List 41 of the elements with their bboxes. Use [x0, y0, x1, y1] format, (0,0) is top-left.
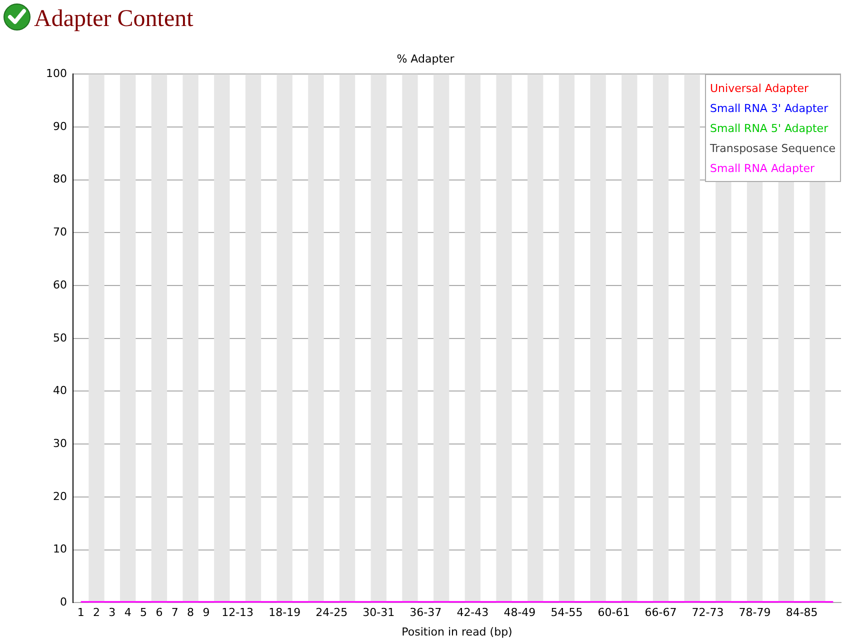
legend-label: Transposase Sequence — [710, 141, 836, 158]
legend-label: Small RNA 3' Adapter — [710, 101, 830, 118]
x-tick-label: 7 — [171, 606, 178, 620]
x-tick-label: 1 — [77, 606, 84, 620]
chart-title: Adapter Content — [34, 6, 194, 33]
y-tick-label: 80 — [53, 172, 67, 186]
x-tick-label: 30-31 — [362, 606, 395, 620]
text: Small RNA Adapter — [710, 161, 816, 178]
x-tick-label: 54-55 — [550, 606, 583, 620]
y-tick-label: 50 — [53, 331, 67, 344]
legend-label: Universal Adapter — [710, 81, 810, 98]
x-tick-label: 9 — [202, 606, 210, 620]
x-tick-label: 6 — [156, 606, 163, 620]
y-tick-label: 90 — [53, 120, 67, 133]
x-tick-label: 42-43 — [456, 606, 489, 620]
x-tick-label: 48-49 — [504, 606, 536, 620]
x-tick-label: 66-67 — [644, 606, 677, 620]
x-tick-label: 5 — [140, 606, 148, 620]
x-tick-label: 78-79 — [738, 606, 771, 620]
x-tick-label: 72-73 — [692, 606, 724, 620]
x-tick-label: 24-25 — [316, 606, 348, 620]
x-tick-label: 36-37 — [410, 606, 442, 620]
y-tick-label: 40 — [53, 384, 67, 398]
x-tick-label: 3 — [108, 606, 116, 620]
legend-label: Small RNA 5' Adapter — [710, 121, 830, 138]
y-tick-label: 10 — [53, 542, 67, 556]
x-tick-label: 2 — [93, 606, 100, 620]
y-tick-label: 0 — [60, 595, 67, 608]
y-tick-label: 100 — [46, 67, 67, 80]
x-tick-label: 84-85 — [786, 606, 818, 620]
x-axis-title: Position in read (bp) — [402, 625, 512, 638]
y-tick-label: 70 — [53, 226, 67, 239]
chart-subtitle: % Adapter — [396, 52, 455, 66]
x-tick-label: 60-61 — [598, 606, 630, 620]
x-tick-label: 12-13 — [222, 606, 254, 620]
y-tick-label: 30 — [53, 436, 67, 450]
y-tick-label: 20 — [53, 490, 67, 503]
y-tick-label: 60 — [53, 278, 67, 292]
x-tick-label: 18-19 — [268, 606, 301, 620]
x-tick-label: 8 — [187, 606, 194, 620]
x-tick-label: 4 — [124, 606, 132, 620]
